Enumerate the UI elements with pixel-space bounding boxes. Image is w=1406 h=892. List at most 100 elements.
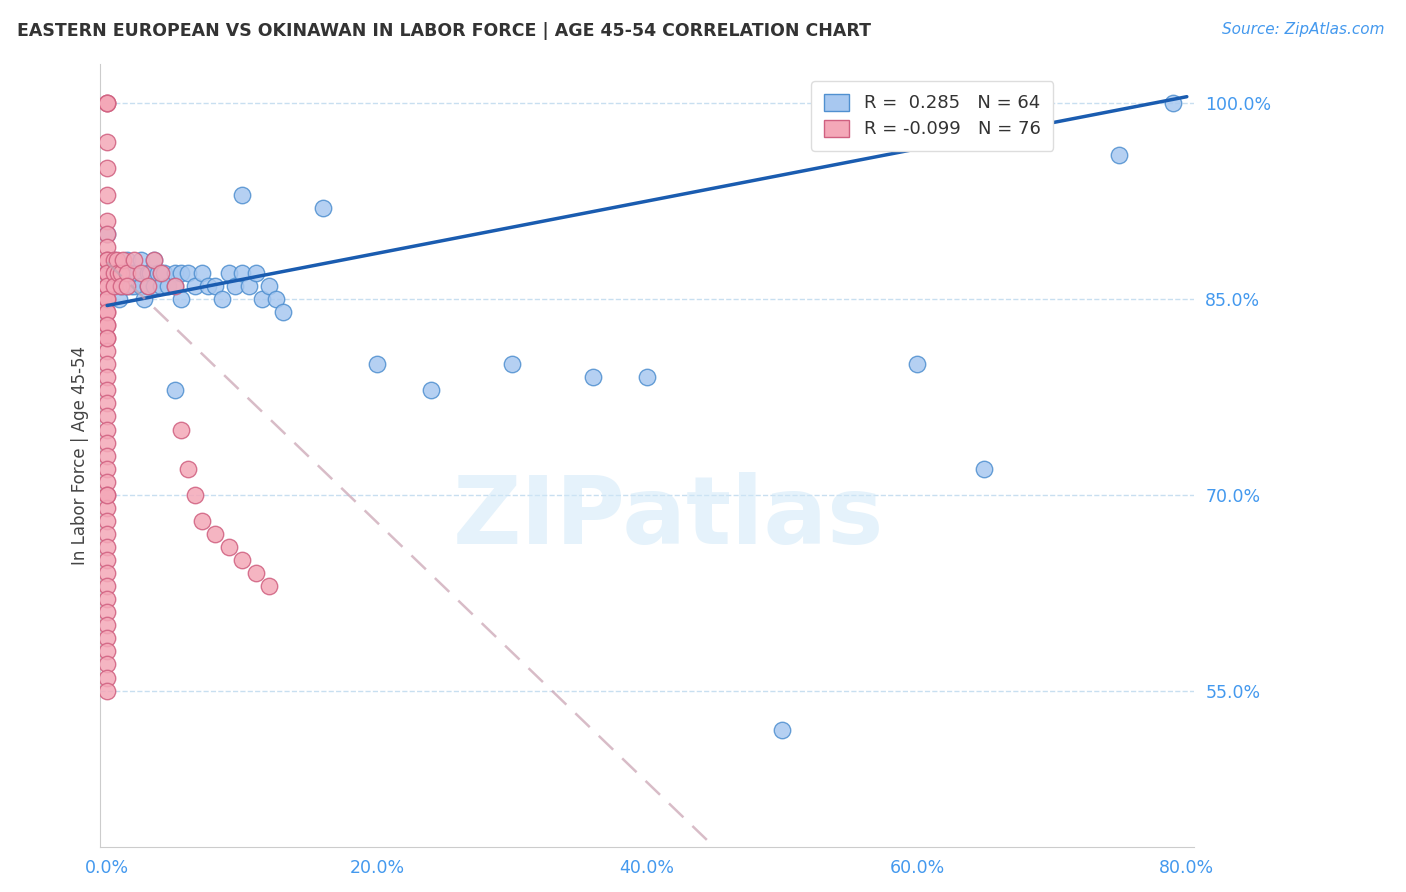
Point bbox=[96, 292, 118, 306]
Point bbox=[108, 292, 131, 306]
Point bbox=[264, 292, 287, 306]
Point bbox=[132, 292, 155, 306]
Point bbox=[129, 252, 152, 267]
Point bbox=[110, 279, 132, 293]
Point bbox=[184, 488, 207, 502]
Point bbox=[163, 384, 186, 398]
Point bbox=[96, 592, 118, 607]
Point bbox=[218, 540, 240, 554]
Legend: R =  0.285   N = 64, R = -0.099   N = 76: R = 0.285 N = 64, R = -0.099 N = 76 bbox=[811, 81, 1053, 151]
Point bbox=[96, 488, 118, 502]
Point bbox=[117, 252, 139, 267]
Point bbox=[117, 279, 139, 293]
Point bbox=[103, 252, 125, 267]
Point bbox=[211, 292, 233, 306]
Point bbox=[96, 370, 118, 384]
Point bbox=[96, 240, 118, 254]
Point bbox=[190, 266, 212, 280]
Point bbox=[96, 553, 118, 567]
Point bbox=[103, 279, 125, 293]
Point bbox=[118, 266, 141, 280]
Point bbox=[224, 279, 246, 293]
Point bbox=[96, 305, 118, 319]
Point bbox=[96, 318, 118, 332]
Point bbox=[96, 384, 118, 398]
Point bbox=[96, 475, 118, 489]
Point bbox=[96, 683, 118, 698]
Point bbox=[312, 201, 335, 215]
Point bbox=[117, 266, 139, 280]
Point bbox=[257, 279, 280, 293]
Point bbox=[139, 266, 162, 280]
Point bbox=[218, 266, 240, 280]
Point bbox=[96, 409, 118, 424]
Point bbox=[129, 279, 152, 293]
Point bbox=[150, 266, 173, 280]
Point bbox=[96, 344, 118, 359]
Point bbox=[245, 266, 267, 280]
Text: ZIPatlas: ZIPatlas bbox=[453, 472, 884, 565]
Point bbox=[96, 227, 118, 241]
Text: Source: ZipAtlas.com: Source: ZipAtlas.com bbox=[1222, 22, 1385, 37]
Point bbox=[96, 227, 118, 241]
Point bbox=[1163, 96, 1185, 111]
Point bbox=[163, 279, 186, 293]
Point bbox=[136, 279, 159, 293]
Point bbox=[103, 252, 125, 267]
Point bbox=[96, 396, 118, 410]
Point bbox=[143, 252, 166, 267]
Point bbox=[96, 331, 118, 345]
Point bbox=[110, 266, 132, 280]
Text: EASTERN EUROPEAN VS OKINAWAN IN LABOR FORCE | AGE 45-54 CORRELATION CHART: EASTERN EUROPEAN VS OKINAWAN IN LABOR FO… bbox=[17, 22, 870, 40]
Point bbox=[636, 370, 658, 384]
Point bbox=[96, 96, 118, 111]
Point bbox=[96, 423, 118, 437]
Point bbox=[136, 266, 159, 280]
Point bbox=[96, 136, 118, 150]
Point bbox=[96, 96, 118, 111]
Point bbox=[96, 618, 118, 632]
Point bbox=[110, 266, 132, 280]
Point bbox=[105, 252, 128, 267]
Point bbox=[96, 579, 118, 593]
Point bbox=[125, 266, 148, 280]
Point bbox=[905, 357, 928, 371]
Point bbox=[96, 187, 118, 202]
Point bbox=[238, 279, 260, 293]
Point bbox=[366, 357, 388, 371]
Point bbox=[96, 632, 118, 646]
Point bbox=[156, 279, 179, 293]
Point bbox=[143, 252, 166, 267]
Point bbox=[136, 279, 159, 293]
Point bbox=[204, 279, 226, 293]
Point bbox=[96, 318, 118, 332]
Point bbox=[96, 657, 118, 672]
Point bbox=[271, 305, 294, 319]
Point bbox=[96, 96, 118, 111]
Point bbox=[170, 266, 193, 280]
Point bbox=[96, 213, 118, 227]
Point bbox=[129, 266, 152, 280]
Point bbox=[184, 279, 207, 293]
Point bbox=[122, 279, 145, 293]
Point bbox=[231, 266, 253, 280]
Point bbox=[96, 331, 118, 345]
Point bbox=[96, 266, 118, 280]
Point bbox=[143, 279, 166, 293]
Point bbox=[96, 279, 118, 293]
Point bbox=[170, 292, 193, 306]
Point bbox=[245, 566, 267, 580]
Point bbox=[107, 266, 129, 280]
Point bbox=[96, 461, 118, 475]
Point bbox=[103, 266, 125, 280]
Point bbox=[1108, 148, 1130, 162]
Point bbox=[170, 423, 193, 437]
Point bbox=[770, 723, 793, 737]
Point bbox=[96, 566, 118, 580]
Point bbox=[117, 279, 139, 293]
Point bbox=[96, 605, 118, 619]
Point bbox=[257, 579, 280, 593]
Point bbox=[103, 279, 125, 293]
Y-axis label: In Labor Force | Age 45-54: In Labor Force | Age 45-54 bbox=[72, 346, 89, 566]
Point bbox=[122, 266, 145, 280]
